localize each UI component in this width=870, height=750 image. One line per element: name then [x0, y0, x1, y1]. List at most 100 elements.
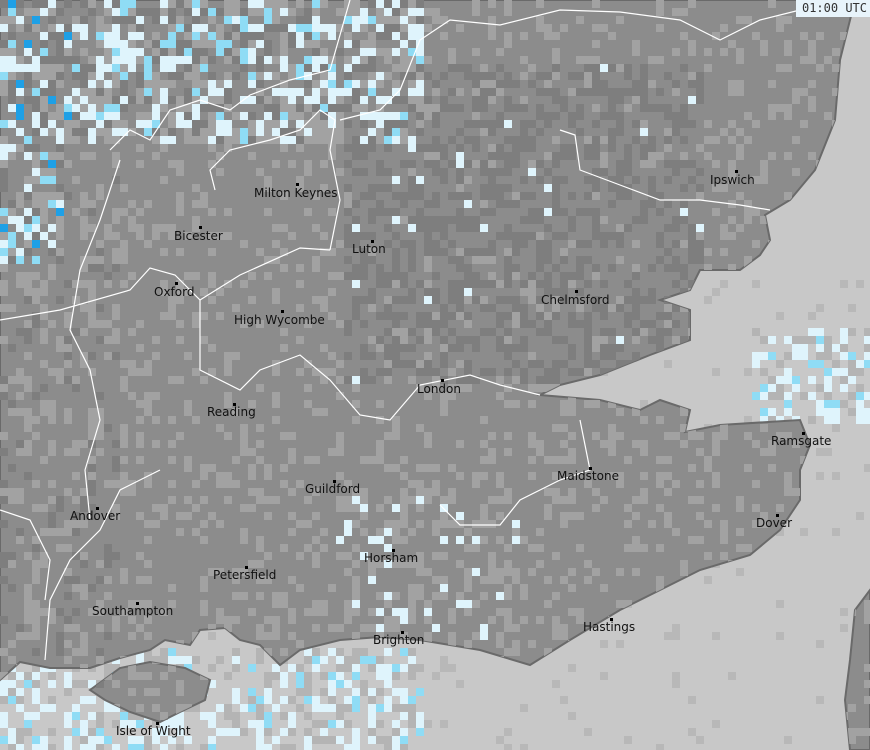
- radar-cell: [544, 384, 552, 392]
- radar-cell: [32, 192, 40, 200]
- radar-cell: [816, 64, 824, 72]
- radar-cell: [152, 56, 160, 64]
- radar-cell: [192, 528, 200, 536]
- radar-cell: [760, 352, 768, 360]
- radar-cell: [296, 72, 304, 80]
- radar-cell: [8, 104, 16, 112]
- radar-cell: [96, 88, 104, 96]
- radar-cell: [152, 96, 160, 104]
- radar-cell: [488, 16, 496, 24]
- radar-cell: [256, 544, 264, 552]
- radar-cell: [712, 32, 720, 40]
- radar-cell: [568, 432, 576, 440]
- radar-cell: [584, 88, 592, 96]
- radar-cell: [432, 80, 440, 88]
- radar-cell: [296, 264, 304, 272]
- radar-cell: [176, 728, 184, 736]
- radar-cell: [0, 184, 8, 192]
- radar-cell: [40, 736, 48, 744]
- radar-cell: [160, 312, 168, 320]
- radar-cell: [392, 16, 400, 24]
- radar-cell: [648, 296, 656, 304]
- radar-cell: [72, 64, 80, 72]
- radar-cell: [96, 72, 104, 80]
- radar-cell: [512, 536, 520, 544]
- radar-cell: [464, 376, 472, 384]
- radar-cell: [392, 424, 400, 432]
- radar-cell: [504, 744, 512, 750]
- radar-cell: [592, 208, 600, 216]
- radar-cell: [128, 128, 136, 136]
- radar-cell: [728, 264, 736, 272]
- radar-cell: [440, 592, 448, 600]
- radar-cell: [384, 32, 392, 40]
- radar-cell: [304, 320, 312, 328]
- radar-cell: [64, 312, 72, 320]
- radar-cell: [856, 368, 864, 376]
- radar-cell: [704, 576, 712, 584]
- radar-cell: [488, 160, 496, 168]
- radar-cell: [432, 272, 440, 280]
- radar-cell: [280, 0, 288, 8]
- radar-cell: [512, 648, 520, 656]
- radar-cell: [400, 704, 408, 712]
- radar-cell: [304, 656, 312, 664]
- radar-cell: [48, 224, 56, 232]
- radar-cell: [352, 544, 360, 552]
- radar-cell: [560, 152, 568, 160]
- radar-cell: [688, 176, 696, 184]
- radar-cell: [120, 376, 128, 384]
- radar-cell: [144, 96, 152, 104]
- radar-cell: [552, 592, 560, 600]
- radar-cell: [864, 360, 870, 368]
- radar-cell: [392, 520, 400, 528]
- radar-cell: [808, 360, 816, 368]
- radar-cell: [16, 528, 24, 536]
- radar-cell: [88, 152, 96, 160]
- radar-cell: [520, 72, 528, 80]
- radar-cell: [248, 400, 256, 408]
- radar-cell: [816, 384, 824, 392]
- radar-cell: [168, 584, 176, 592]
- city-label: Guildford: [305, 482, 361, 496]
- radar-cell: [424, 24, 432, 32]
- radar-cell: [424, 288, 432, 296]
- radar-cell: [424, 392, 432, 400]
- radar-cell: [40, 176, 48, 184]
- radar-cell: [104, 664, 112, 672]
- radar-cell: [440, 304, 448, 312]
- radar-cell: [536, 384, 544, 392]
- radar-cell: [664, 72, 672, 80]
- radar-cell: [56, 296, 64, 304]
- radar-cell: [0, 24, 8, 32]
- radar-cell: [120, 712, 128, 720]
- radar-cell: [488, 192, 496, 200]
- radar-cell: [352, 8, 360, 16]
- radar-cell: [504, 264, 512, 272]
- radar-cell: [72, 448, 80, 456]
- radar-cell: [224, 672, 232, 680]
- radar-cell: [616, 120, 624, 128]
- radar-cell: [576, 56, 584, 64]
- radar-cell: [496, 472, 504, 480]
- radar-cell: [480, 184, 488, 192]
- radar-cell: [704, 264, 712, 272]
- radar-cell: [560, 104, 568, 112]
- radar-cell: [16, 696, 24, 704]
- radar-cell: [424, 56, 432, 64]
- radar-cell: [416, 184, 424, 192]
- radar-cell: [592, 120, 600, 128]
- radar-cell: [16, 688, 24, 696]
- radar-cell: [416, 568, 424, 576]
- radar-cell: [576, 16, 584, 24]
- radar-cell: [744, 416, 752, 424]
- radar-cell: [312, 40, 320, 48]
- radar-cell: [464, 568, 472, 576]
- radar-cell: [496, 192, 504, 200]
- radar-cell: [32, 560, 40, 568]
- radar-cell: [720, 528, 728, 536]
- radar-cell: [0, 248, 8, 256]
- radar-cell: [656, 456, 664, 464]
- radar-cell: [176, 248, 184, 256]
